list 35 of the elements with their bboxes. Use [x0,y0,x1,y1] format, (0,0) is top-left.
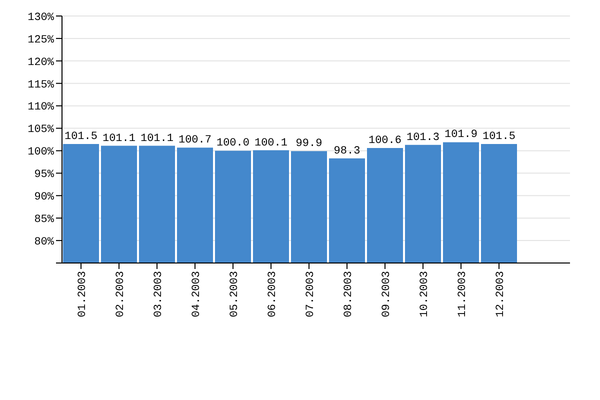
data-label: 101.5 [64,130,98,143]
x-tick-label: 01.2003 [76,271,89,318]
x-tick-label: 08.2003 [342,271,355,318]
x-tick-label: 11.2003 [456,271,469,318]
data-label: 100.6 [368,135,402,148]
x-tick-label: 02.2003 [114,271,127,318]
x-tick-label: 12.2003 [494,271,507,318]
data-label: 100.7 [178,134,212,147]
y-tick-label: 115% [28,79,54,92]
y-tick-label: 85% [34,214,54,226]
y-tick-label: 125% [28,34,54,46]
y-tick-label: 80% [34,236,54,248]
data-label: 101.1 [102,132,136,145]
x-tick-label: 06.2003 [266,271,279,318]
data-label: 101.9 [444,129,478,142]
data-label: 101.1 [140,132,174,145]
y-tick-label: 110% [28,102,54,114]
data-label: 101.5 [482,130,516,143]
y-tick-label: 90% [34,192,54,204]
x-tick-label: 03.2003 [152,271,165,318]
data-label: 101.3 [406,132,440,144]
x-tick-label: 07.2003 [304,271,317,318]
y-tick-label: 120% [28,56,54,69]
x-tick-label: 09.2003 [380,271,393,318]
y-tick-label: 95% [34,169,54,182]
data-label: 99.9 [296,138,322,150]
x-tick-label: 10.2003 [418,271,431,318]
data-label: 100.1 [254,137,288,150]
y-tick-label: 105% [28,124,54,136]
y-tick-label: 130% [28,12,54,24]
data-label: 98.3 [334,145,360,158]
x-tick-label: 05.2003 [228,271,241,318]
x-tick-label: 04.2003 [190,271,203,318]
data-label: 100.0 [216,138,250,150]
y-tick-label: 100% [28,146,54,159]
